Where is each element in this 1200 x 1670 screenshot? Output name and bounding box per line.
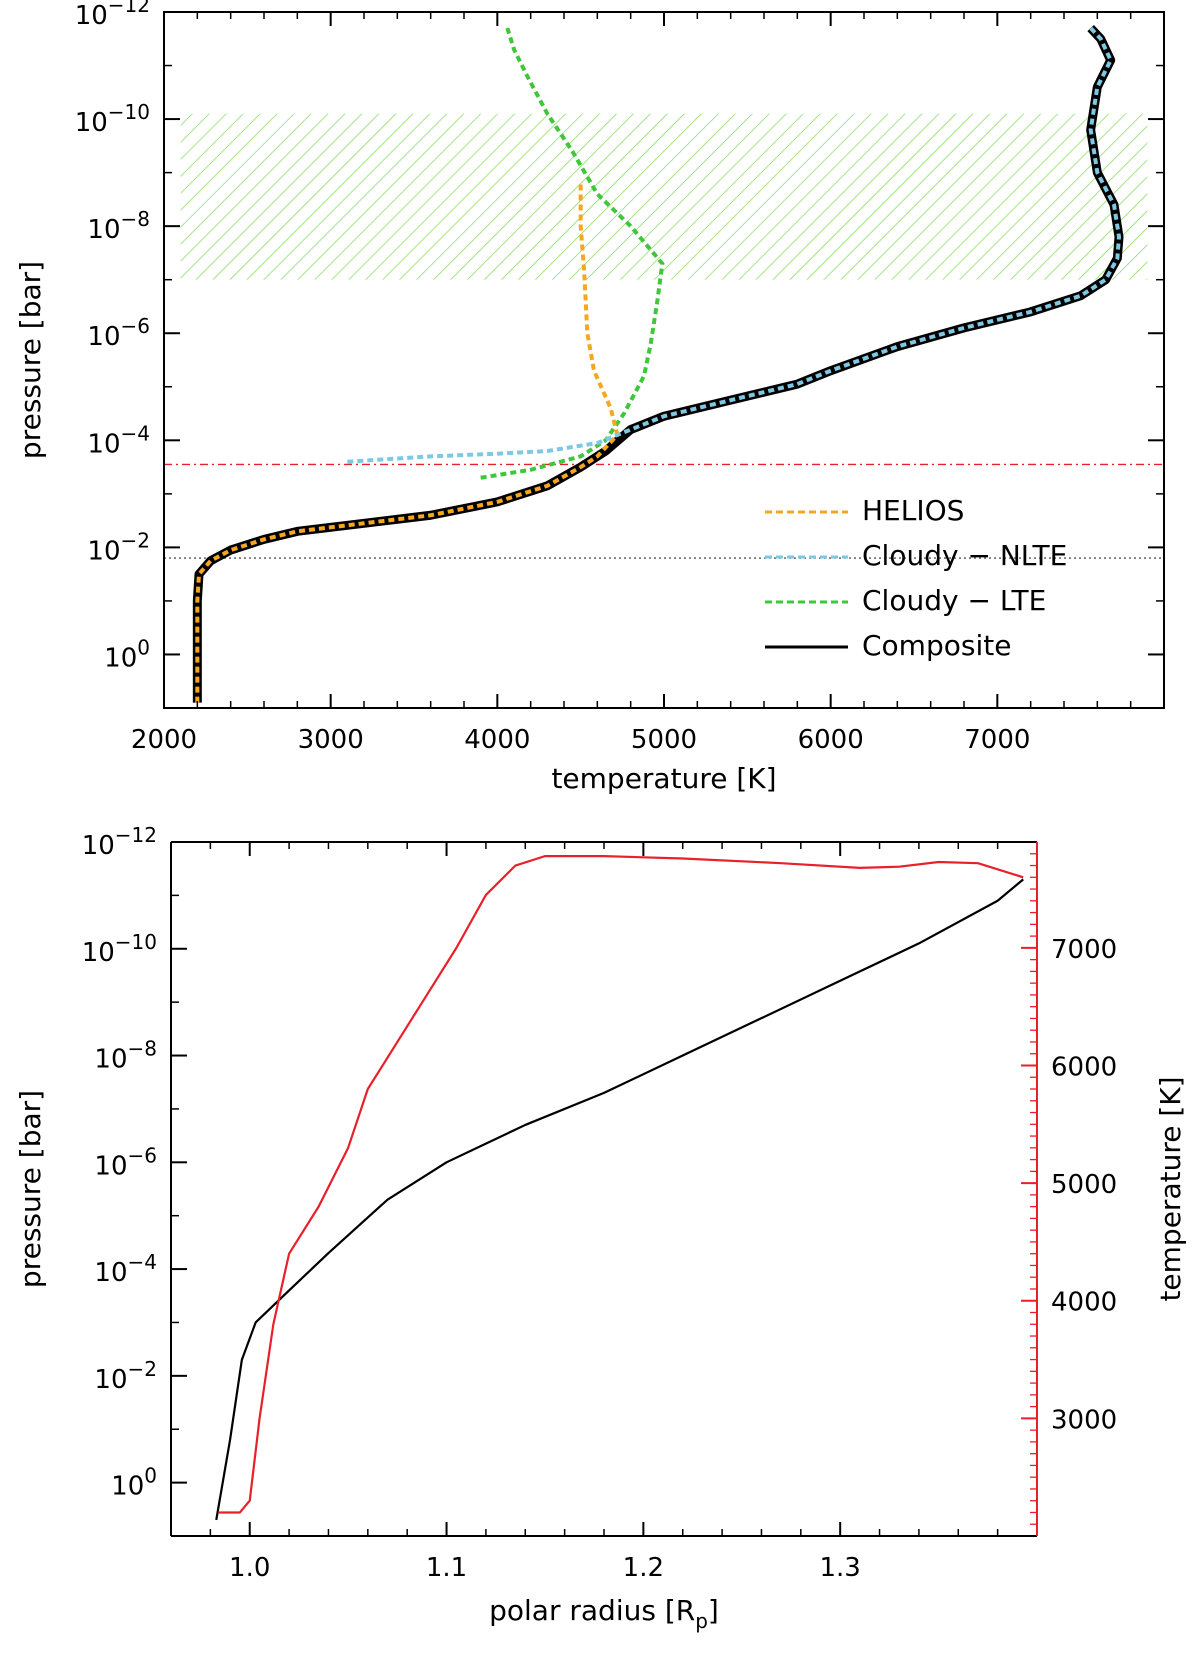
y2-tick-label: 5000: [1051, 1170, 1117, 1200]
y-tick-label: 10−4: [87, 421, 150, 459]
x-tick-label: 4000: [464, 725, 530, 755]
y-tick-label-base: 10: [94, 1151, 127, 1181]
y2-tick-label: 4000: [1051, 1288, 1117, 1318]
series-group: [215, 855, 1024, 1521]
y-tick-label-base: 10: [82, 938, 115, 968]
y-tick-label-exponent: −10: [108, 100, 150, 124]
x-tick-label: 1.1: [426, 1553, 467, 1583]
series-group: [192, 24, 1124, 703]
hatched-region: [180, 113, 1148, 280]
x-tick-label: 6000: [798, 725, 864, 755]
y-tick-label-base: 10: [75, 1, 108, 31]
x-tick-label: 1.2: [623, 1553, 664, 1583]
y-tick-label-exponent: −6: [121, 314, 150, 338]
y-axis-title: pressure [bar]: [14, 261, 47, 459]
x-tick-label: 2000: [131, 725, 197, 755]
y-tick-label-exponent: −4: [128, 1250, 157, 1274]
legend: HELIOS Cloudy − NLTE Cloudy − LTE Composite: [765, 494, 1067, 662]
y-tick-label: 10−12: [75, 0, 150, 31]
y-tick-label-base: 10: [87, 429, 120, 459]
y-tick-label: 10−8: [94, 1037, 157, 1075]
y2-tick-label: 3000: [1051, 1405, 1117, 1435]
y2-tick-label: 7000: [1051, 935, 1117, 965]
y-tick-label: 10−10: [82, 930, 157, 968]
legend-label: Cloudy − NLTE: [862, 539, 1067, 572]
bottom-panel: 1.0 1.1 1.2 1.310010−210−410−610−810−1010−1…: [14, 823, 1187, 1633]
y-tick-label-exponent: −10: [115, 930, 157, 954]
y-tick-label: 100: [104, 635, 150, 673]
x-tick-label: 3000: [298, 725, 364, 755]
x-axis-title-main: polar radius [R: [489, 1594, 695, 1627]
y-tick-label-exponent: −4: [121, 421, 150, 445]
y-tick-label: 10−12: [82, 823, 157, 861]
series-cloudy-lte-line: [480, 27, 665, 480]
y-tick-label-base: 10: [104, 643, 137, 673]
x-axis-title: temperature [K]: [551, 762, 776, 795]
x-tick-label: 5000: [631, 725, 697, 755]
y2-axis-title: temperature [K]: [1154, 1076, 1187, 1301]
y-tick-label-base: 10: [111, 1472, 144, 1502]
series-temperature-line: [218, 855, 1024, 1514]
y-tick-label-exponent: 0: [137, 635, 150, 659]
y-tick-label-base: 10: [87, 536, 120, 566]
legend-label: HELIOS: [862, 494, 964, 527]
y-tick-label-exponent: −2: [121, 528, 150, 552]
top-panel: 2000 3000 4000 5000 6000 700010010−210−410−61…: [14, 0, 1165, 795]
y-tick-label-exponent: −6: [128, 1143, 157, 1167]
series-helios-line: [195, 183, 620, 703]
y-tick-label: 10−2: [94, 1357, 157, 1395]
y-tick-label-base: 10: [82, 831, 115, 861]
y-tick-label-exponent: −12: [108, 0, 150, 17]
x-tick-label: 7000: [964, 725, 1030, 755]
series-cloudy-nlte-line: [347, 26, 1122, 464]
y-tick-label-base: 10: [87, 215, 120, 245]
legend-label: Cloudy − LTE: [862, 584, 1046, 617]
y-tick-label-base: 10: [94, 1365, 127, 1395]
y-tick-label-base: 10: [75, 108, 108, 138]
y-tick-label-exponent: 0: [144, 1464, 157, 1488]
series-pressure-line: [215, 878, 1024, 1521]
y-tick-label-exponent: −2: [128, 1357, 157, 1381]
y-tick-label-base: 10: [94, 1045, 127, 1075]
y-tick-label-base: 10: [87, 322, 120, 352]
x-axis-title: polar radius [Rp]: [489, 1594, 719, 1633]
x-axis-title-end: ]: [708, 1594, 719, 1627]
x-tick-label: 1.0: [229, 1553, 270, 1583]
y2-tick-label: 6000: [1051, 1052, 1117, 1082]
x-tick-label: 1.3: [820, 1553, 861, 1583]
y-tick-label-exponent: −8: [128, 1037, 157, 1061]
x-axis-title-subscript: p: [695, 1609, 708, 1633]
y-tick-label: 100: [111, 1464, 157, 1502]
y-tick-label: 10−6: [94, 1143, 157, 1181]
y-tick-label: 10−8: [87, 207, 150, 245]
y-tick-label: 10−2: [87, 528, 150, 566]
y-tick-label-exponent: −12: [115, 823, 157, 847]
y-tick-label: 10−6: [87, 314, 150, 352]
y-tick-label-exponent: −8: [121, 207, 150, 231]
y-tick-label: 10−4: [94, 1250, 157, 1288]
y-tick-label: 10−10: [75, 100, 150, 138]
y-axis-title: pressure [bar]: [14, 1090, 47, 1288]
y-tick-label-base: 10: [94, 1258, 127, 1288]
legend-label: Composite: [862, 629, 1011, 662]
